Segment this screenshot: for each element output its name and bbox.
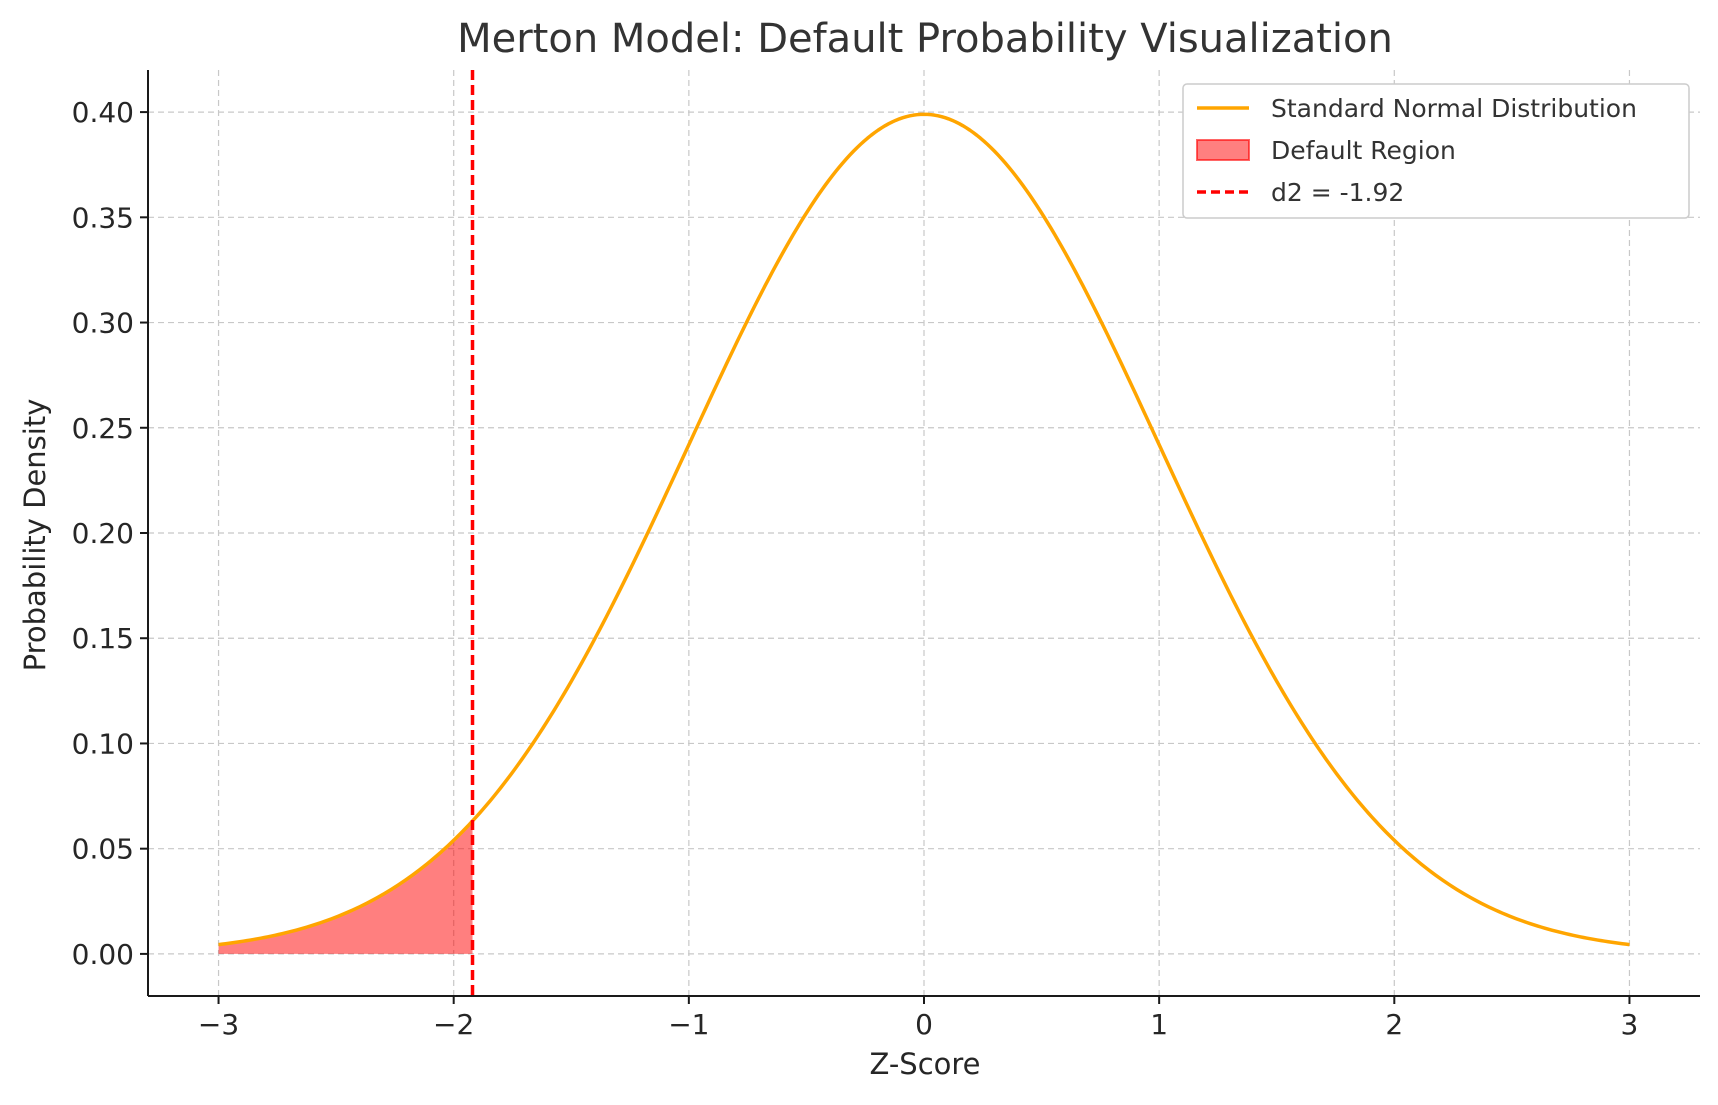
legend-frame	[1182, 83, 1690, 219]
line-layer	[218, 112, 1630, 947]
y-tick-label-2: 0.10	[72, 727, 134, 760]
x-tick-label-0: −3	[198, 1008, 239, 1041]
ticks-layer: −3 −2 −1 0 1 2 3 0.00 0.05 0.10 0.15 0.20 0.25 0.30 0.…	[72, 96, 1639, 1041]
x-tick-label-4: 1	[1150, 1008, 1168, 1041]
y-tick-label-5: 0.25	[72, 412, 134, 445]
y-tick-label-3: 0.15	[72, 622, 134, 655]
y-tick-label-7: 0.35	[72, 201, 134, 234]
legend-entry-normal: Standard Normal Distribution	[1271, 94, 1637, 123]
legend: Standard Normal Distribution Default Reg…	[1182, 83, 1690, 219]
x-axis-label: Z-Score	[869, 1047, 980, 1081]
y-tick-label-4: 0.20	[72, 517, 134, 550]
default-region-area	[218, 820, 473, 954]
y-tick-label-0: 0.00	[72, 938, 134, 971]
x-tick-label-2: −1	[668, 1008, 709, 1041]
x-tick-label-5: 2	[1385, 1008, 1403, 1041]
y-tick-label-6: 0.30	[72, 307, 134, 340]
x-tick-label-1: −2	[433, 1008, 474, 1041]
legend-entry-default-region: Default Region	[1271, 136, 1456, 165]
y-tick-label-1: 0.05	[72, 833, 134, 866]
legend-swatch-default-region	[1196, 139, 1250, 161]
chart-title: Merton Model: Default Probability Visual…	[457, 16, 1393, 62]
legend-entry-d2: d2 = -1.92	[1271, 178, 1404, 207]
normal-distribution-line	[218, 112, 1630, 947]
y-tick-label-8: 0.40	[72, 96, 134, 129]
x-tick-label-3: 0	[915, 1008, 933, 1041]
x-tick-label-6: 3	[1621, 1008, 1639, 1041]
y-axis-label: Probability Density	[18, 399, 52, 672]
area-layer	[218, 820, 473, 954]
